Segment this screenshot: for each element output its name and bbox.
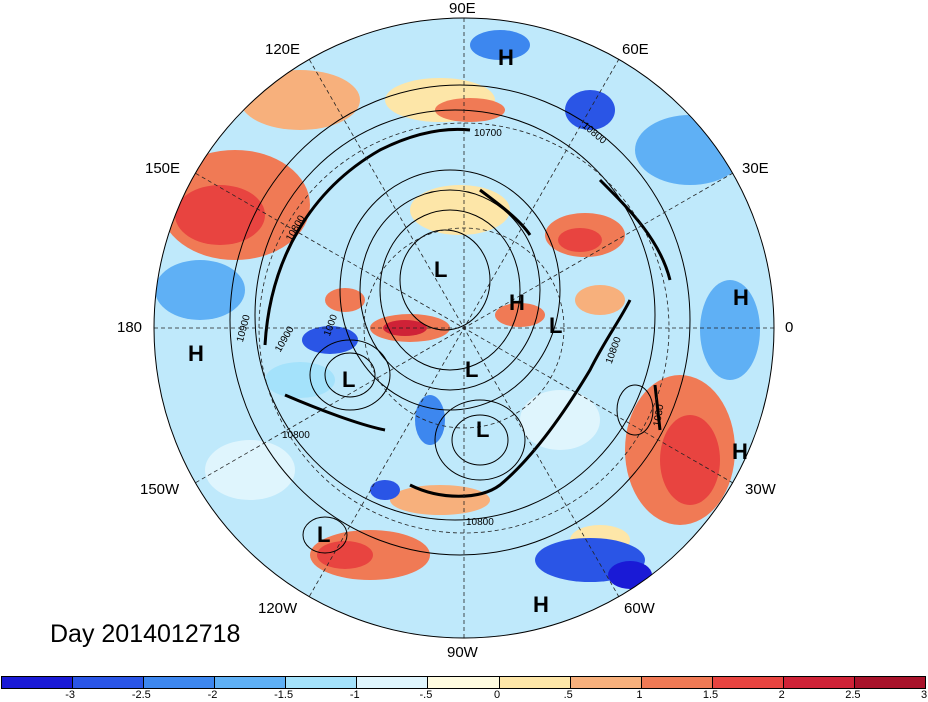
colorbar [1, 676, 926, 689]
high-pressure-marker: H [733, 285, 749, 310]
colorbar-tick-label: 2.5 [845, 689, 861, 701]
lon-label-0: 0 [785, 319, 794, 336]
low-pressure-marker: L [476, 417, 490, 442]
colorbar-tick-label: 0 [494, 689, 501, 701]
colorbar-swatch [712, 677, 784, 688]
colorbar-swatch [854, 677, 926, 688]
colorbar-tick-label: -1 [349, 689, 360, 701]
lon-label-60e: 60E [622, 41, 649, 58]
colorbar-tick-label: -2 [207, 689, 218, 701]
colorbar-tick-label: 3 [920, 689, 928, 701]
colorbar-swatch [570, 677, 642, 688]
contour-label: 10700 [474, 128, 502, 139]
colorbar-swatch [499, 677, 571, 688]
colorbar-tick-label: -2.5 [131, 689, 151, 701]
low-pressure-marker: L [549, 313, 563, 338]
colorbar-tick-label: -.5 [419, 689, 433, 701]
day-label: Day 2014012718 [50, 620, 241, 648]
map-boundary [153, 17, 775, 639]
colorbar-swatch [2, 677, 74, 688]
colorbar-tick-label: 1 [636, 689, 643, 701]
low-pressure-marker: L [317, 522, 331, 547]
colorbar-swatch [215, 677, 287, 688]
low-pressure-marker: L [434, 257, 448, 282]
high-pressure-marker: H [732, 439, 748, 464]
low-pressure-marker: L [342, 367, 356, 392]
lon-label-30w: 30W [745, 481, 776, 498]
lon-label-90e: 90E [449, 0, 476, 17]
contour-label: 10800 [282, 430, 310, 441]
graticule [154, 18, 774, 638]
colorbar-tick-label: 2 [778, 689, 785, 701]
colorbar-swatch [73, 677, 145, 688]
colorbar-tick-label: -1.5 [274, 689, 294, 701]
lon-label-120w: 120W [258, 600, 298, 617]
high-pressure-marker: H [533, 592, 549, 617]
colorbar-swatch [641, 677, 713, 688]
lon-label-150w: 150W [140, 481, 180, 498]
colorbar-tick-label: 1.5 [702, 689, 719, 701]
lon-label-120e: 120E [265, 41, 301, 58]
high-pressure-marker: H [509, 290, 525, 315]
colorbar-swatch [357, 677, 429, 688]
colorbar-tick-label: .5 [563, 689, 573, 701]
lon-label-150e: 150E [145, 160, 181, 177]
colorbar-swatch [428, 677, 500, 688]
lon-label-30e: 30E [742, 160, 769, 177]
lon-label-60w: 60W [624, 600, 655, 617]
colorbar-swatch [144, 677, 216, 688]
high-pressure-marker: H [498, 45, 514, 70]
colorbar-swatch [286, 677, 358, 688]
low-pressure-marker: L [465, 357, 479, 382]
jet-contours [263, 127, 672, 498]
high-pressure-marker: H [188, 341, 204, 366]
contour-label: 10800 [466, 517, 494, 528]
colorbar-swatch [783, 677, 855, 688]
lon-label-90w: 90W [447, 644, 478, 661]
lon-label-180: 180 [117, 319, 143, 336]
colorbar-tick-label: -3 [65, 689, 76, 701]
